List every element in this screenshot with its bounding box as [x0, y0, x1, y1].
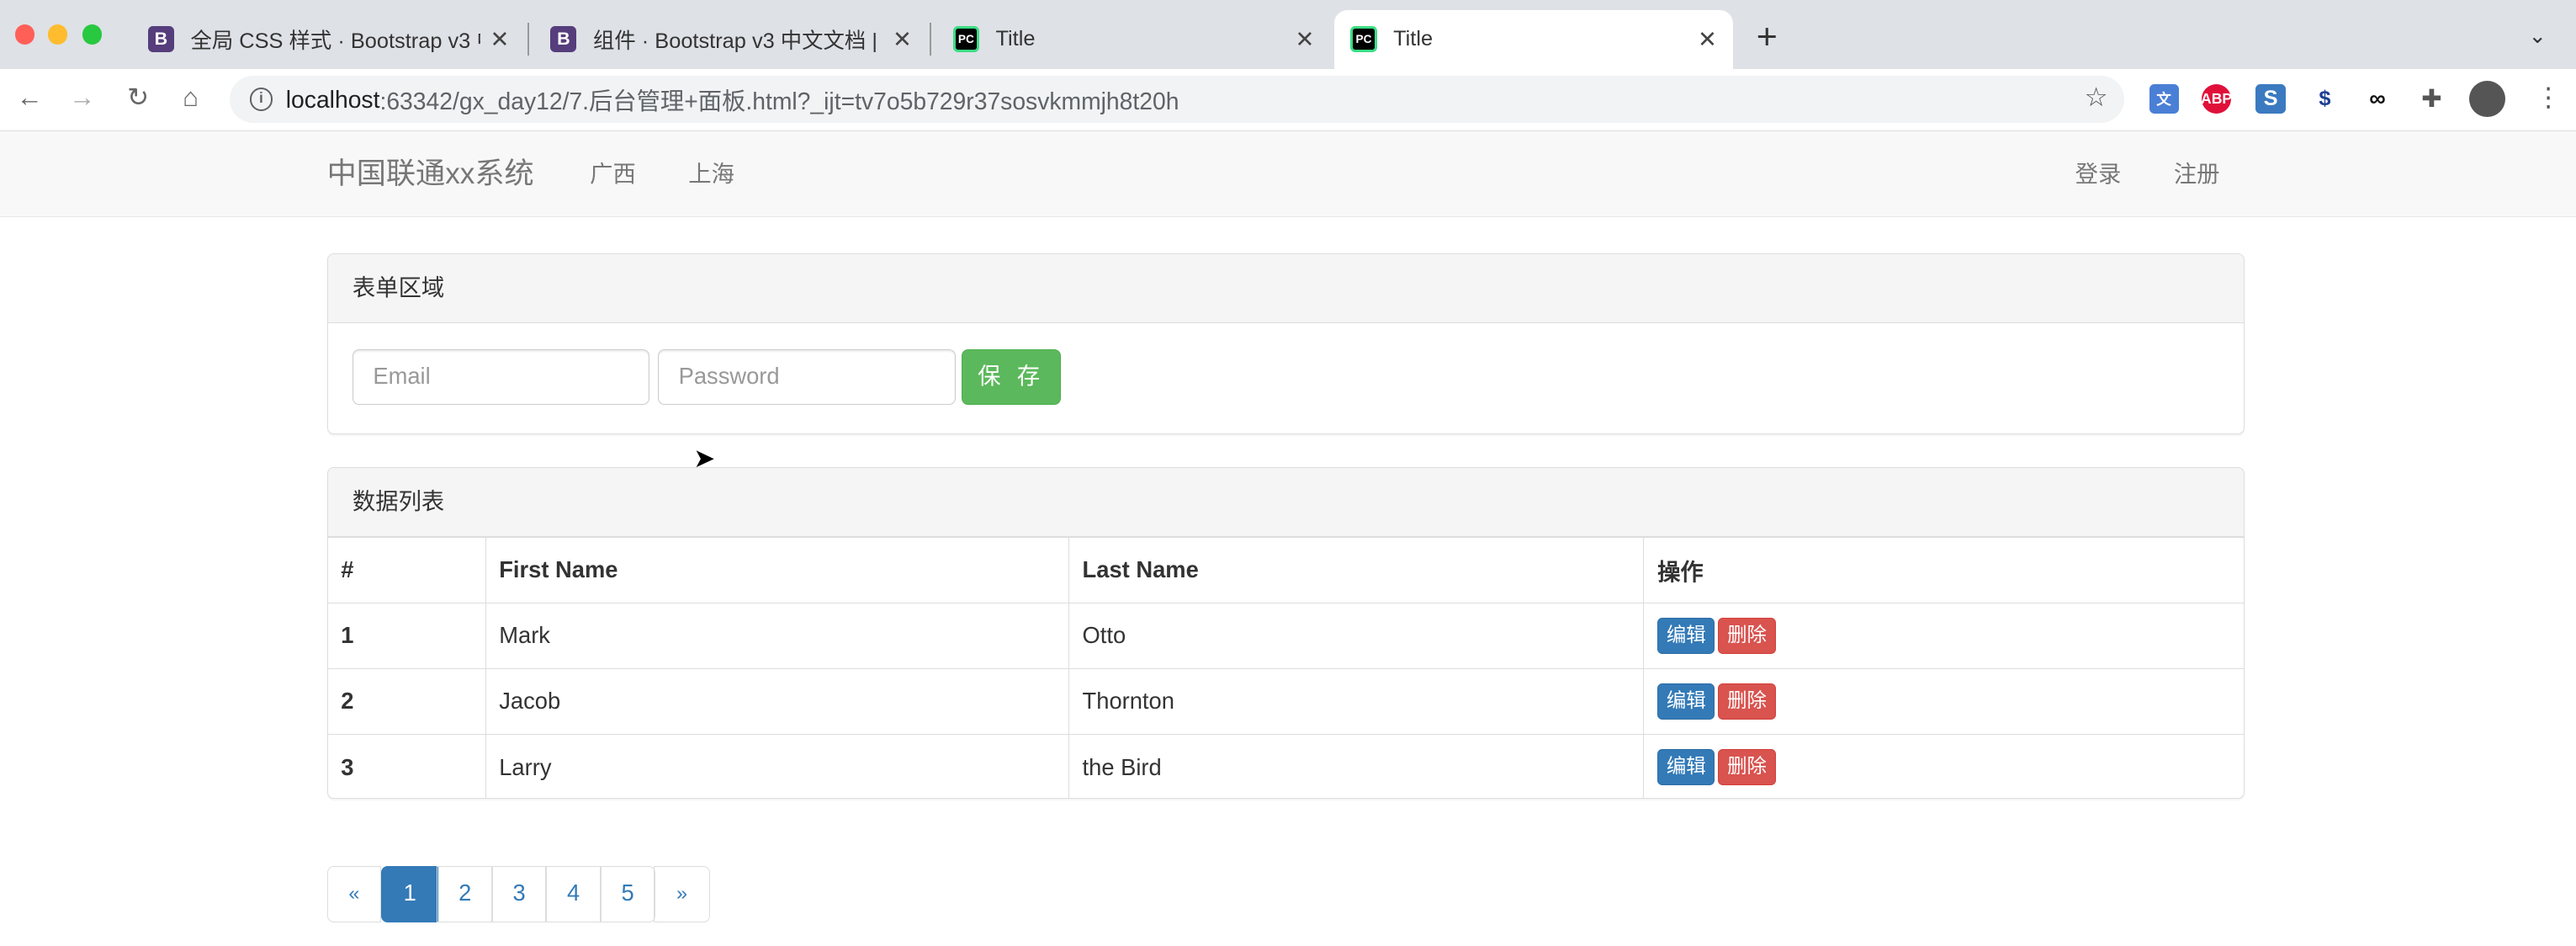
table-row: 2 Jacob Thornton 编辑 删除: [327, 667, 2244, 735]
last-name-cell: the Bird: [1068, 733, 1645, 799]
adblock-icon[interactable]: ABP: [2201, 83, 2232, 114]
row-id: 3: [327, 733, 486, 799]
form-panel: 表单区域 Email Password 保 存: [326, 252, 2245, 434]
edit-button[interactable]: 编辑: [1657, 749, 1715, 786]
email-field[interactable]: Email: [352, 349, 650, 406]
column-header: #: [327, 536, 486, 603]
minimize-window-button[interactable]: [47, 24, 68, 45]
last-name-cell: Otto: [1068, 602, 1645, 669]
s-icon[interactable]: S: [2255, 83, 2286, 114]
column-header: 操作: [1643, 536, 2244, 603]
page-5-button[interactable]: 5: [599, 866, 656, 922]
url-path: :63342/gx_day12/7.后台管理+面板.html?_ijt=tv7o…: [379, 87, 1179, 114]
info-icon[interactable]: i: [249, 88, 273, 111]
close-tab-icon[interactable]: ✕: [1295, 25, 1315, 52]
panel-title: 表单区域: [327, 253, 2244, 323]
forward-button[interactable]: →: [69, 82, 96, 112]
panel-title: 数据列表: [327, 467, 2244, 537]
tab-title: Title: [1393, 27, 1434, 51]
back-button[interactable]: ←: [16, 82, 43, 112]
row-id: 2: [327, 667, 486, 735]
first-name-cell: Larry: [485, 733, 1069, 799]
nav-link-guangxi[interactable]: 广西: [590, 161, 636, 188]
actions-cell: 编辑 删除: [1643, 602, 2244, 669]
reload-button[interactable]: ↻: [126, 82, 150, 112]
first-name-cell: Jacob: [485, 667, 1069, 735]
browser-tab[interactable]: B 全局 CSS 样式 · Bootstrap v3 中 ✕: [131, 10, 526, 69]
tab-divider: [930, 23, 932, 56]
last-name-cell: Thornton: [1068, 667, 1645, 735]
prev-page-button[interactable]: «: [326, 866, 382, 922]
data-list-panel: 数据列表 # First Name Last Name 操作 1 Mark Ot…: [326, 466, 2245, 800]
menu-kebab-icon[interactable]: ⋮: [2535, 82, 2562, 112]
address-bar[interactable]: i localhost:63342/gx_day12/7.后台管理+面板.htm…: [230, 75, 2125, 124]
home-button[interactable]: ⌂: [183, 82, 199, 112]
table-row: 1 Mark Otto 编辑 删除: [327, 602, 2244, 669]
puzzle-icon[interactable]: ✚: [2416, 83, 2446, 114]
browser-tab[interactable]: PC Title ✕: [936, 10, 1331, 69]
page-1-button[interactable]: 1: [381, 866, 439, 922]
delete-button[interactable]: 删除: [1718, 617, 1776, 654]
mouse-cursor: ➤: [693, 444, 716, 474]
pycharm-icon: PC: [1350, 26, 1377, 53]
maximize-window-button[interactable]: [82, 24, 103, 45]
edit-button[interactable]: 编辑: [1657, 617, 1715, 654]
delete-button[interactable]: 删除: [1718, 749, 1776, 786]
new-tab-button[interactable]: +: [1756, 16, 1778, 57]
login-link[interactable]: 登录: [2075, 161, 2122, 188]
tab-search-chevron-icon[interactable]: ⌄: [2528, 24, 2547, 49]
close-tab-icon[interactable]: ✕: [1697, 25, 1717, 52]
first-name-cell: Mark: [485, 602, 1069, 669]
browser-tab[interactable]: B 组件 · Bootstrap v3 中文文档 | B ✕: [534, 10, 929, 69]
close-window-button[interactable]: [14, 24, 34, 45]
tab-title: 组件 · Bootstrap v3 中文文档 | B: [592, 29, 883, 53]
translate-icon[interactable]: 文: [2149, 83, 2179, 114]
site-navbar: 中国联通xx系统 广西 上海 登录 注册: [0, 131, 2576, 217]
delete-button[interactable]: 删除: [1718, 683, 1776, 720]
avatar[interactable]: [2469, 80, 2506, 117]
tab-title: Title: [995, 27, 1036, 51]
actions-cell: 编辑 删除: [1643, 667, 2244, 735]
browser-tab-active[interactable]: PC Title ✕: [1333, 9, 1734, 69]
page-3-button[interactable]: 3: [490, 866, 548, 922]
nav-link-shanghai[interactable]: 上海: [688, 161, 734, 188]
edit-button[interactable]: 编辑: [1657, 683, 1715, 720]
close-tab-icon[interactable]: ✕: [490, 25, 510, 52]
bootstrap-icon: B: [147, 26, 174, 53]
save-button[interactable]: 保 存: [962, 349, 1061, 406]
page-4-button[interactable]: 4: [545, 866, 602, 922]
data-table: # First Name Last Name 操作 1 Mark Otto 编辑…: [327, 536, 2244, 799]
page-2-button[interactable]: 2: [437, 866, 493, 922]
tab-divider: [527, 23, 529, 56]
dollar-icon[interactable]: $: [2309, 83, 2340, 114]
next-page-button[interactable]: »: [654, 866, 710, 922]
column-header: First Name: [485, 536, 1069, 603]
pycharm-icon: PC: [952, 26, 979, 53]
password-field[interactable]: Password: [658, 349, 956, 406]
url-host: localhost: [285, 85, 380, 113]
table-row: 3 Larry the Bird 编辑 删除: [327, 733, 2244, 799]
register-link[interactable]: 注册: [2173, 161, 2220, 188]
row-id: 1: [327, 602, 486, 669]
bookmark-star-icon[interactable]: ☆: [2084, 82, 2108, 112]
actions-cell: 编辑 删除: [1643, 733, 2244, 799]
browser-toolbar: ← → ↻ ⌂ i localhost:63342/gx_day12/7.后台管…: [0, 69, 2576, 132]
tab-bar: B 全局 CSS 样式 · Bootstrap v3 中 ✕ B 组件 · Bo…: [0, 0, 2576, 70]
column-header: Last Name: [1068, 536, 1645, 603]
tab-title: 全局 CSS 样式 · Bootstrap v3 中: [190, 29, 480, 53]
sync-icon[interactable]: ∞: [2362, 83, 2393, 114]
bootstrap-icon: B: [550, 26, 577, 53]
close-tab-icon[interactable]: ✕: [893, 25, 912, 52]
navbar-brand[interactable]: 中国联通xx系统: [326, 157, 534, 191]
